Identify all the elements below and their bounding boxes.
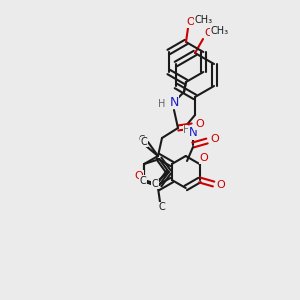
Text: C: C bbox=[140, 176, 147, 186]
Text: C: C bbox=[152, 179, 158, 189]
Text: H: H bbox=[183, 125, 191, 135]
Text: O: O bbox=[205, 28, 213, 38]
Text: CH₃: CH₃ bbox=[211, 26, 229, 36]
Text: O: O bbox=[135, 171, 143, 181]
Text: O: O bbox=[196, 119, 204, 129]
Text: C: C bbox=[141, 137, 147, 147]
Text: C: C bbox=[159, 202, 165, 212]
Text: C: C bbox=[139, 136, 145, 145]
Text: H: H bbox=[158, 99, 166, 109]
Text: O: O bbox=[187, 17, 195, 27]
Text: O: O bbox=[199, 153, 208, 163]
Text: N: N bbox=[189, 127, 197, 140]
Text: N: N bbox=[169, 95, 179, 109]
Text: O: O bbox=[211, 134, 219, 144]
Text: O: O bbox=[216, 180, 225, 190]
Text: CH₃: CH₃ bbox=[195, 15, 213, 25]
